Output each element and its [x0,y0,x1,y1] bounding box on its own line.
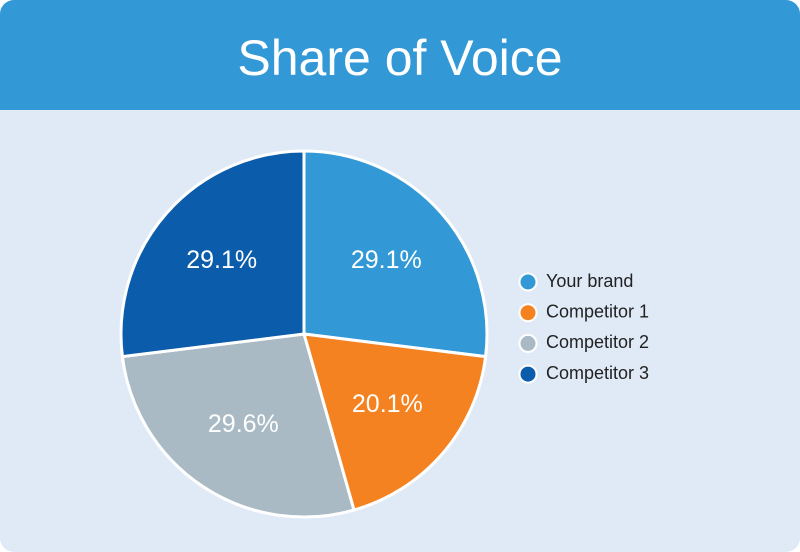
legend-label: Competitor 1 [546,301,649,321]
legend-label: Your brand [546,271,633,291]
pie-slice [301,332,488,512]
legend-label: Competitor 2 [546,332,649,352]
legend-swatch [518,364,538,384]
pie-slice [119,149,306,359]
chart-title: Share of Voice [0,0,800,110]
value-label: 29.1% [351,246,422,274]
pie-slice [302,149,489,359]
value-label: 29.6% [208,410,279,438]
legend-swatch [518,272,538,292]
value-label: 20.1% [352,390,423,418]
pie-slice [120,332,356,519]
legend-swatch [518,303,538,323]
legend-label: Competitor 3 [546,363,649,383]
value-label: 29.1% [186,246,257,274]
legend-swatch [518,333,538,353]
